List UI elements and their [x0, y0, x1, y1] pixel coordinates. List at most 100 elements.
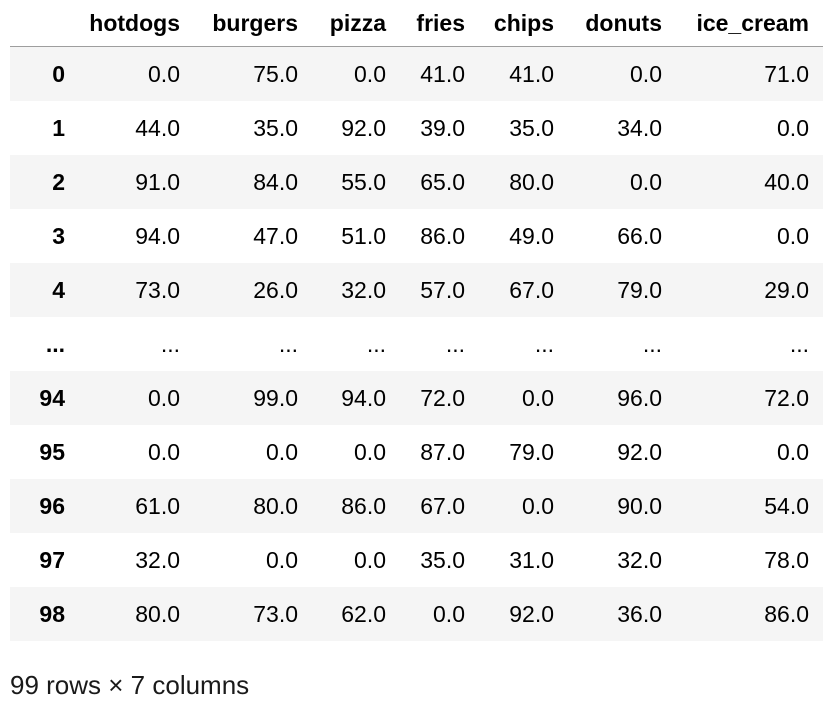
- table-cell: 0.0: [630, 168, 662, 195]
- table-cell: 86.0: [341, 492, 386, 519]
- table-cell: 73.0: [253, 600, 298, 627]
- column-header: fries: [400, 0, 479, 47]
- table-cell: 44.0: [135, 114, 180, 141]
- table-cell: 40.0: [764, 168, 809, 195]
- table-cell: 0.0: [433, 600, 465, 627]
- table-cell: 0.0: [266, 438, 298, 465]
- table-cell: 66.0: [617, 222, 662, 249]
- table-cell: 61.0: [135, 492, 180, 519]
- table-cell: 26.0: [253, 276, 298, 303]
- row-index: 98: [39, 600, 65, 627]
- dataframe-table: hotdogs burgers pizza fries chips donuts ice_c…: [10, 0, 823, 641]
- table-cell: 41.0: [509, 60, 554, 87]
- table-cell: 92.0: [509, 600, 554, 627]
- table-cell: 80.0: [253, 492, 298, 519]
- table-cell: 86.0: [420, 222, 465, 249]
- table-cell: 79.0: [617, 276, 662, 303]
- table-cell: 0.0: [148, 438, 180, 465]
- dataframe-output: hotdogs burgers pizza fries chips donuts ice_c…: [10, 0, 823, 641]
- table-cell: 35.0: [253, 114, 298, 141]
- table-cell: 78.0: [764, 546, 809, 573]
- table-cell: 0.0: [354, 438, 386, 465]
- table-cell: 0.0: [630, 60, 662, 87]
- table-cell: 36.0: [617, 600, 662, 627]
- row-index: 95: [39, 438, 65, 465]
- table-cell: 55.0: [341, 168, 386, 195]
- table-cell: 62.0: [341, 600, 386, 627]
- table-cell: 80.0: [135, 600, 180, 627]
- row-index: 94: [39, 384, 65, 411]
- table-cell: 86.0: [764, 600, 809, 627]
- table-cell: ...: [278, 330, 298, 357]
- table-cell: 92.0: [341, 114, 386, 141]
- table-cell: ...: [445, 330, 465, 357]
- table-cell: 0.0: [266, 546, 298, 573]
- table-cell: 39.0: [420, 114, 465, 141]
- table-cell: ...: [642, 330, 662, 357]
- table-cell: 73.0: [135, 276, 180, 303]
- column-header: ice_cream: [676, 0, 823, 47]
- table-cell: 67.0: [509, 276, 554, 303]
- table-cell: 0.0: [148, 60, 180, 87]
- table-cell: 47.0: [253, 222, 298, 249]
- table-row: 97 32.0 0.0 0.0 35.0 31.0 32.0 78.0: [10, 533, 823, 587]
- header-row: hotdogs burgers pizza fries chips donuts ice_c…: [10, 0, 823, 47]
- table-cell: 0.0: [148, 384, 180, 411]
- table-cell: 0.0: [354, 60, 386, 87]
- table-cell: 0.0: [777, 438, 809, 465]
- table-cell: 35.0: [509, 114, 554, 141]
- table-row: 95 0.0 0.0 0.0 87.0 79.0 92.0 0.0: [10, 425, 823, 479]
- table-cell: ...: [366, 330, 386, 357]
- row-index: ...: [45, 330, 65, 357]
- table-cell: 94.0: [341, 384, 386, 411]
- table-cell: 90.0: [617, 492, 662, 519]
- table-cell: 34.0: [617, 114, 662, 141]
- ellipsis-row: ........................: [10, 317, 823, 371]
- table-row: 2 91.0 84.0 55.0 65.0 80.0 0.0 40.0: [10, 155, 823, 209]
- table-cell: 80.0: [509, 168, 554, 195]
- index-header: [10, 0, 79, 47]
- table-cell: 87.0: [420, 438, 465, 465]
- table-cell: 71.0: [764, 60, 809, 87]
- table-cell: 92.0: [617, 438, 662, 465]
- column-header: chips: [479, 0, 568, 47]
- table-cell: 72.0: [764, 384, 809, 411]
- row-index: 4: [52, 276, 65, 303]
- table-cell: ...: [534, 330, 554, 357]
- table-cell: ...: [160, 330, 180, 357]
- table-row: 4 73.0 26.0 32.0 57.0 67.0 79.0 29.0: [10, 263, 823, 317]
- row-index: 1: [52, 114, 65, 141]
- table-cell: 0.0: [522, 384, 554, 411]
- table-cell: 51.0: [341, 222, 386, 249]
- table-cell: 94.0: [135, 222, 180, 249]
- shape-summary: 99 rows × 7 columns: [10, 670, 250, 700]
- column-header: hotdogs: [79, 0, 194, 47]
- row-index: 3: [52, 222, 65, 249]
- table-cell: ...: [789, 330, 809, 357]
- table-cell: 96.0: [617, 384, 662, 411]
- table-header: hotdogs burgers pizza fries chips donuts ice_c…: [10, 0, 823, 47]
- table-row: 1 44.0 35.0 92.0 39.0 35.0 34.0 0.0: [10, 101, 823, 155]
- table-cell: 75.0: [253, 60, 298, 87]
- row-index: 2: [52, 168, 65, 195]
- table-cell: 54.0: [764, 492, 809, 519]
- table-row: 98 80.0 73.0 62.0 0.0 92.0 36.0 86.0: [10, 587, 823, 641]
- table-row: 0 0.0 75.0 0.0 41.0 41.0 0.0 71.0: [10, 46, 823, 101]
- column-header: pizza: [312, 0, 400, 47]
- table-cell: 32.0: [617, 546, 662, 573]
- table-cell: 0.0: [777, 114, 809, 141]
- table-row: 96 61.0 80.0 86.0 67.0 0.0 90.0 54.0: [10, 479, 823, 533]
- column-header: burgers: [194, 0, 312, 47]
- row-index: 0: [52, 60, 65, 87]
- table-cell: 65.0: [420, 168, 465, 195]
- row-index: 97: [39, 546, 65, 573]
- table-cell: 35.0: [420, 546, 465, 573]
- table-cell: 72.0: [420, 384, 465, 411]
- table-row: 3 94.0 47.0 51.0 86.0 49.0 66.0 0.0: [10, 209, 823, 263]
- table-row: 94 0.0 99.0 94.0 72.0 0.0 96.0 72.0: [10, 371, 823, 425]
- table-cell: 79.0: [509, 438, 554, 465]
- table-cell: 0.0: [522, 492, 554, 519]
- column-header: donuts: [568, 0, 676, 47]
- table-cell: 57.0: [420, 276, 465, 303]
- table-cell: 32.0: [135, 546, 180, 573]
